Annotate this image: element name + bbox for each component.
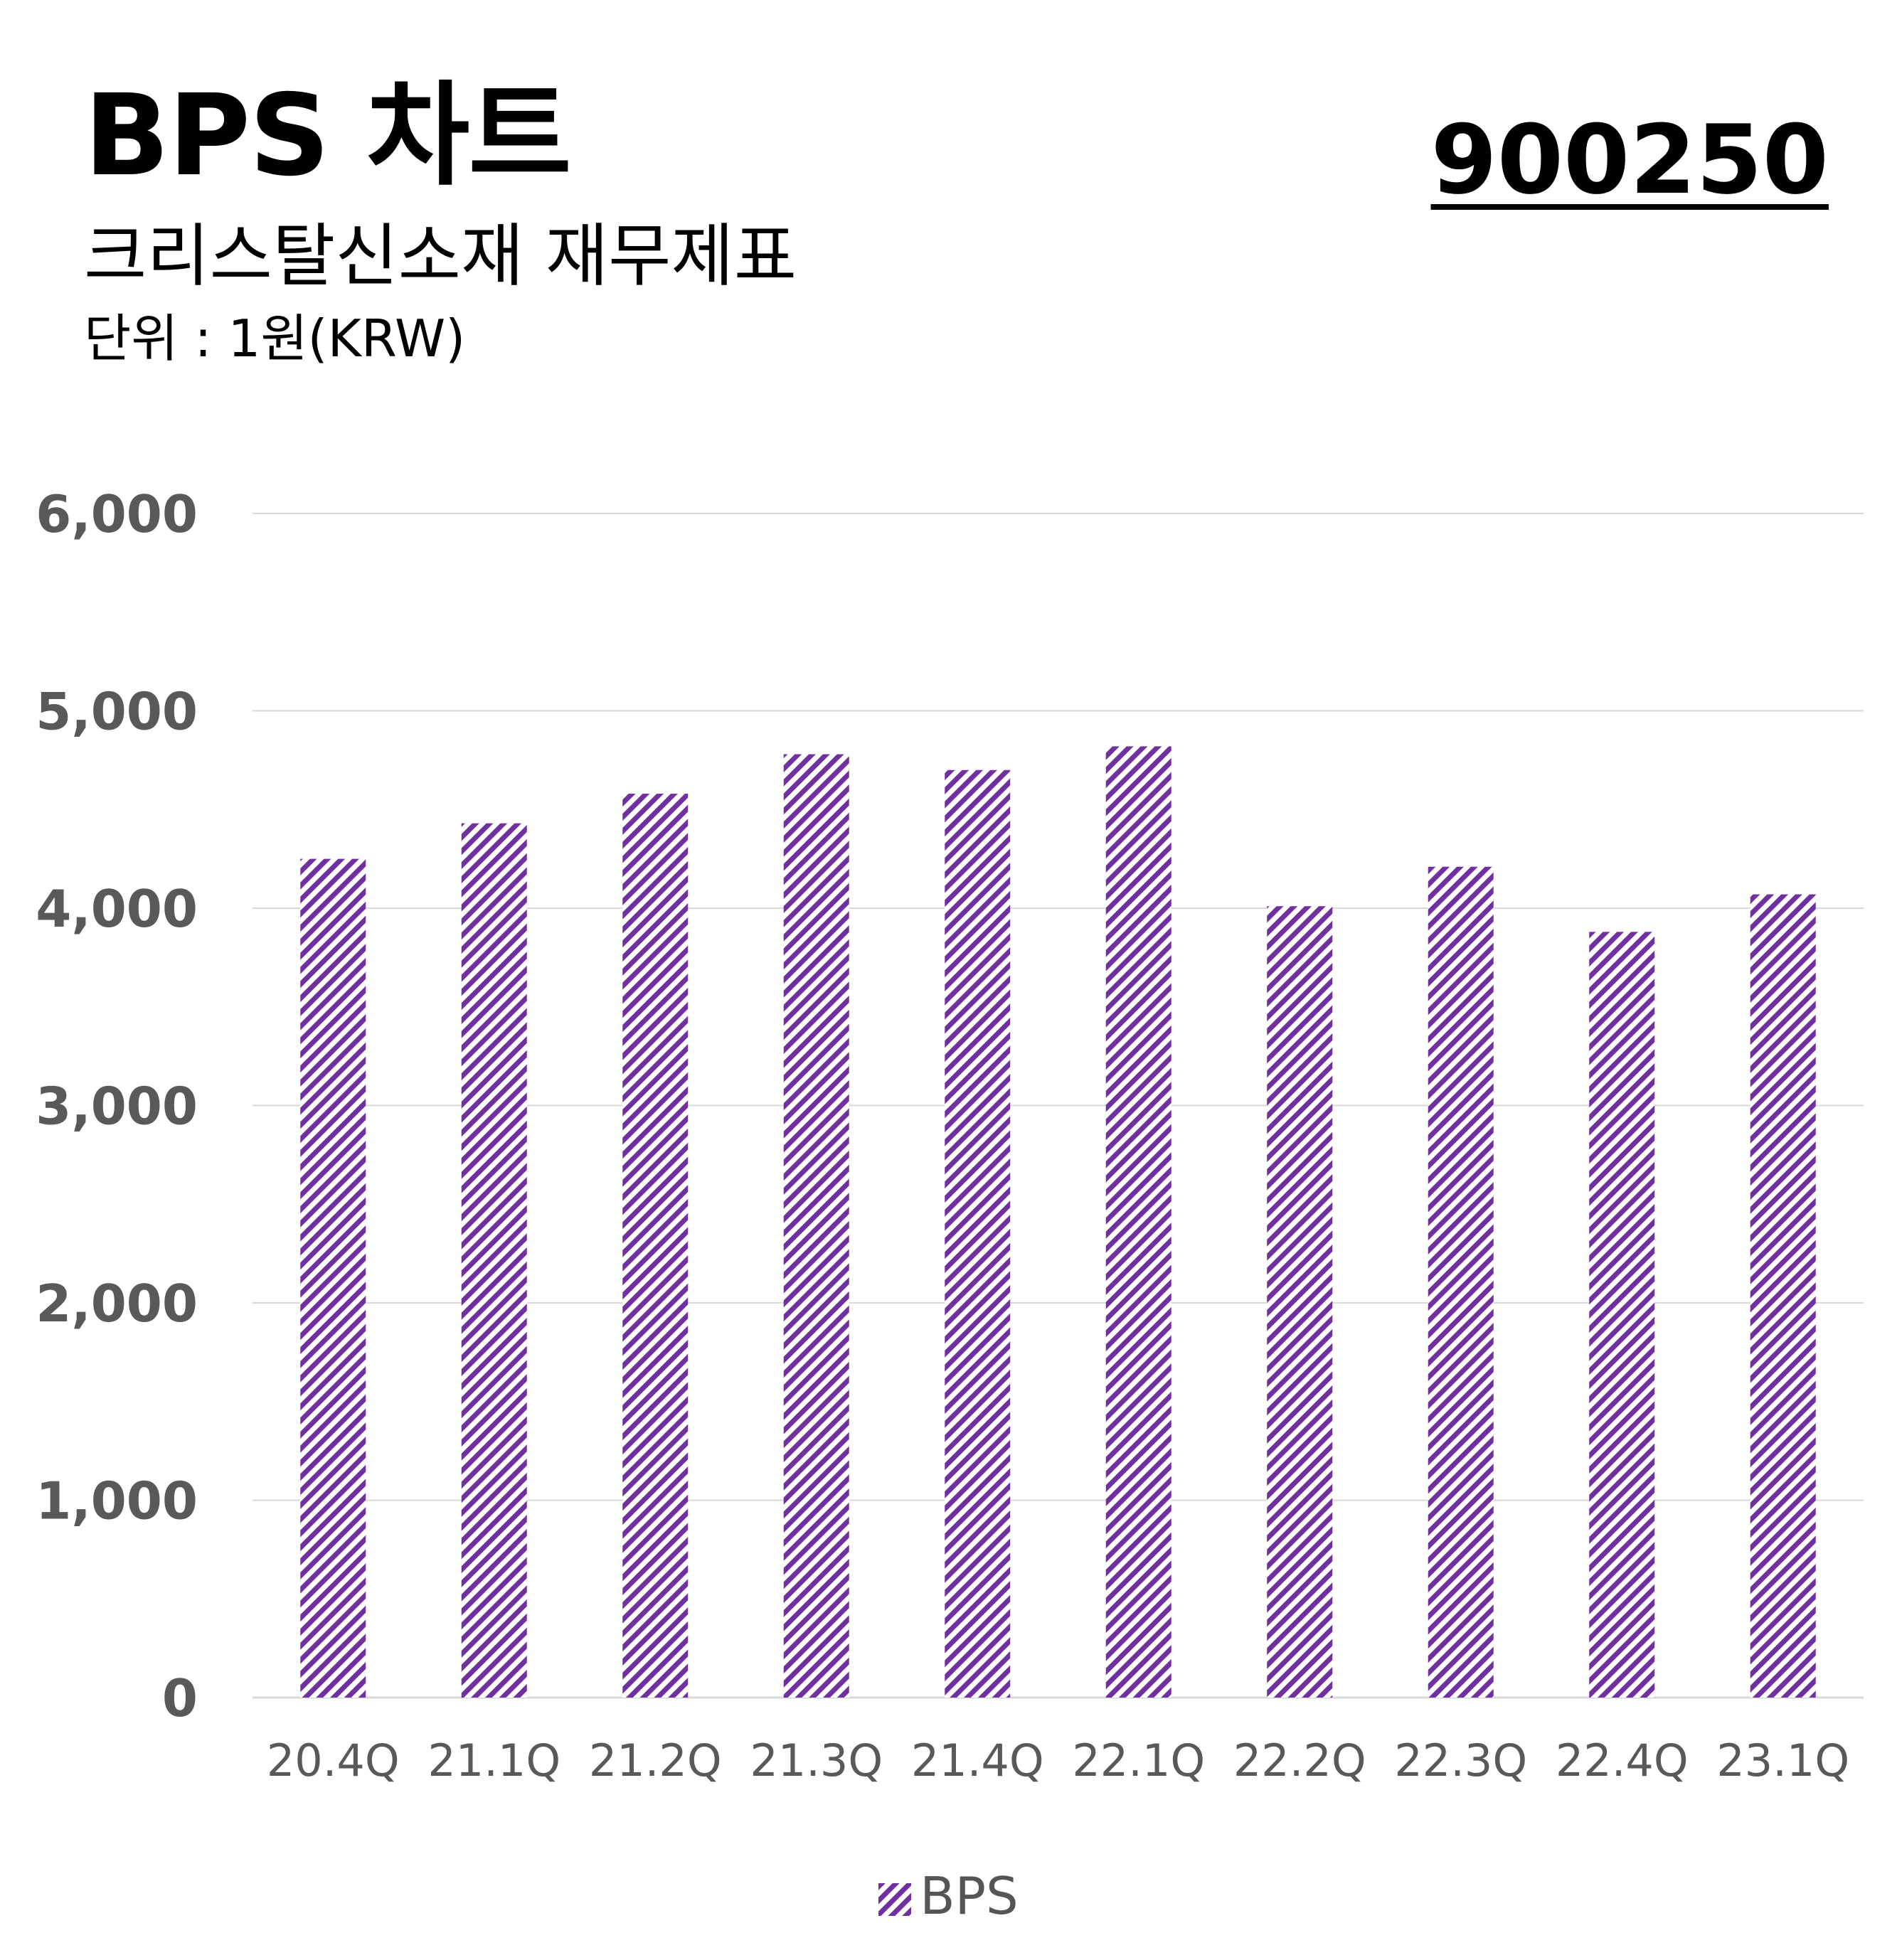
x-tick-label: 20.4Q	[267, 1735, 400, 1786]
unit-label: 단위 : 1원(KRW)	[84, 309, 466, 368]
bar-20.4Q	[300, 858, 366, 1698]
stock-code: 900250	[1430, 105, 1829, 215]
bar-22.1Q	[1105, 746, 1171, 1698]
bar-21.4Q	[945, 769, 1011, 1698]
y-tick-label: 4,000	[36, 879, 198, 939]
bar-23.1Q	[1750, 894, 1816, 1698]
x-tick-label: 22.1Q	[1072, 1735, 1205, 1786]
y-tick-label: 6,000	[36, 484, 198, 544]
x-tick-label: 21.2Q	[589, 1735, 722, 1786]
bar-22.4Q	[1589, 932, 1655, 1698]
page-subtitle: 크리스탈신소재 재무제표	[84, 216, 797, 296]
y-tick-label: 2,000	[36, 1274, 198, 1333]
bar-21.1Q	[461, 823, 527, 1698]
x-tick-label: 21.4Q	[911, 1735, 1044, 1786]
bars	[300, 746, 1816, 1698]
bar-22.3Q	[1428, 866, 1494, 1698]
legend-swatch	[878, 1883, 912, 1917]
x-tick-label: 22.3Q	[1394, 1735, 1527, 1786]
bar-21.3Q	[783, 754, 849, 1698]
page-title: BPS 차트	[84, 70, 572, 201]
x-tick-label: 22.4Q	[1556, 1735, 1689, 1786]
bar-22.2Q	[1267, 906, 1333, 1698]
legend: BPS	[0, 1870, 1897, 1922]
y-tick-label: 3,000	[36, 1077, 198, 1136]
x-tick-label: 21.1Q	[427, 1735, 560, 1786]
y-tick-labels: 0 1,000 2,000 3,000 4,000 5,000 6,000	[36, 484, 198, 1728]
x-tick-label: 23.1Q	[1716, 1735, 1849, 1786]
bar-21.2Q	[622, 794, 689, 1698]
y-tick-label: 0	[162, 1668, 198, 1728]
x-tick-labels: 20.4Q 21.1Q 21.2Q 21.3Q 21.4Q 22.1Q 22.2Q 22.3Q…	[267, 1735, 1849, 1786]
x-tick-label: 22.2Q	[1233, 1735, 1366, 1786]
y-tick-label: 5,000	[36, 682, 198, 742]
y-tick-label: 1,000	[36, 1471, 198, 1531]
legend-label: BPS	[920, 1866, 1019, 1926]
x-tick-label: 21.3Q	[750, 1735, 883, 1786]
